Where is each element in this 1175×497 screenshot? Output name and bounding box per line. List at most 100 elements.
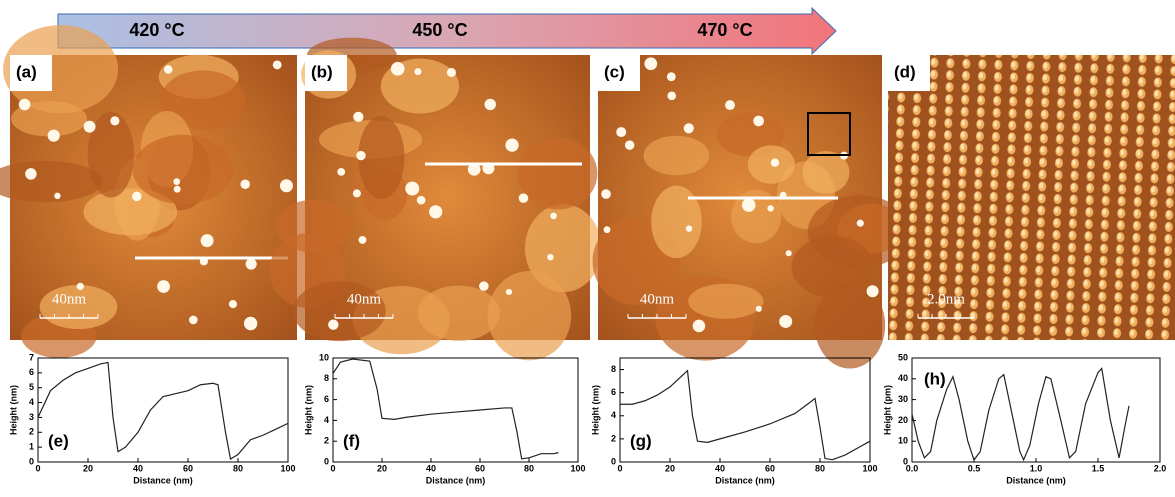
y-tick-label: 0 [324, 456, 329, 466]
terrace [802, 151, 850, 194]
island [692, 319, 706, 333]
scale-bar-label: 40nm [347, 291, 382, 307]
profile-line [911, 367, 1130, 462]
plot-frame [332, 357, 579, 463]
stm-image [888, 55, 1175, 340]
island [328, 319, 339, 330]
x-axis-label: Distance (nm) [133, 475, 193, 485]
terrace [524, 204, 602, 293]
island [173, 185, 181, 193]
profile-line [332, 358, 559, 460]
island [245, 258, 257, 270]
temperature-label: 450 °C [412, 20, 467, 40]
island [279, 179, 293, 193]
x-tick-label: 80 [524, 463, 534, 473]
y-tick-label: 50 [898, 352, 908, 362]
island [753, 115, 764, 127]
island [755, 305, 762, 312]
island [83, 120, 96, 133]
y-axis-label: Height (nm) [303, 385, 313, 435]
x-axis-label: Distance (nm) [426, 475, 486, 485]
panel-label: (c) [604, 62, 625, 81]
y-tick-label: 6 [324, 394, 329, 404]
island [683, 123, 694, 134]
plot-frame [911, 357, 1161, 463]
y-tick-label: 5 [29, 382, 34, 392]
terrace [3, 25, 119, 114]
x-tick-label: 100 [570, 463, 585, 473]
island [228, 300, 238, 309]
y-tick-label: 40 [898, 373, 908, 383]
y-tick-label: 2 [29, 427, 34, 437]
x-tick-label: 20 [665, 463, 675, 473]
terrace [517, 137, 598, 210]
island [132, 191, 142, 202]
y-tick-label: 6 [611, 387, 616, 397]
x-tick-label: 20 [377, 463, 387, 473]
panel-label: (b) [311, 62, 333, 81]
island [110, 116, 120, 126]
x-tick-label: 0 [617, 463, 622, 473]
y-tick-label: 0 [29, 456, 34, 466]
y-tick-label: 10 [898, 436, 908, 446]
y-tick-label: 4 [324, 415, 329, 425]
island [505, 138, 519, 152]
x-tick-label: 100 [862, 463, 877, 473]
terrace [688, 283, 764, 319]
chart-label: (f) [343, 431, 360, 450]
panel-label-box [305, 55, 347, 91]
island [624, 140, 635, 150]
island [467, 163, 481, 176]
profile-line [620, 369, 871, 461]
island [163, 65, 173, 74]
x-tick-label: 60 [183, 463, 193, 473]
island [47, 129, 60, 142]
island [446, 67, 456, 78]
island [779, 314, 793, 328]
terrace [87, 111, 135, 198]
panel-label-box [598, 55, 640, 91]
y-axis-label: Height (nm) [8, 385, 18, 435]
y-axis-label: Height (pm) [882, 385, 892, 435]
island [741, 198, 756, 212]
island [25, 168, 37, 180]
y-tick-label: 8 [611, 364, 616, 374]
y-tick-label: 30 [898, 394, 908, 404]
y-tick-label: 4 [29, 397, 34, 407]
plot-frame [619, 357, 871, 463]
terrace [11, 101, 88, 137]
terrace [275, 199, 351, 253]
x-tick-label: 40 [715, 463, 725, 473]
x-axis-label: Distance (nm) [715, 475, 775, 485]
x-tick-label: 40 [426, 463, 436, 473]
island [785, 250, 792, 257]
y-tick-label: 8 [324, 373, 329, 383]
terrace [651, 185, 702, 259]
island [479, 281, 489, 291]
x-axis-label: Distance (nm) [1006, 475, 1066, 485]
island [189, 315, 198, 325]
island [356, 150, 366, 161]
terrace [487, 271, 572, 361]
island [200, 234, 214, 248]
y-tick-label: 10 [319, 352, 329, 362]
chart-label: (h) [924, 369, 946, 388]
y-tick-label: 2 [611, 433, 616, 443]
x-tick-label: 80 [233, 463, 243, 473]
zoom-box [807, 112, 851, 156]
island [505, 288, 513, 296]
panel-label-box [10, 55, 52, 91]
x-tick-label: 0 [330, 463, 335, 473]
island [725, 100, 735, 111]
island [866, 285, 879, 298]
scale-bar-label: 40nm [640, 291, 675, 307]
profile-line [37, 361, 289, 460]
y-tick-label: 1 [29, 442, 34, 452]
island [390, 61, 405, 76]
island [353, 111, 364, 122]
x-tick-label: 0.5 [968, 463, 981, 473]
y-axis-label: Height (nm) [590, 385, 600, 435]
y-tick-label: 20 [898, 415, 908, 425]
panel-label: (d) [894, 62, 916, 81]
